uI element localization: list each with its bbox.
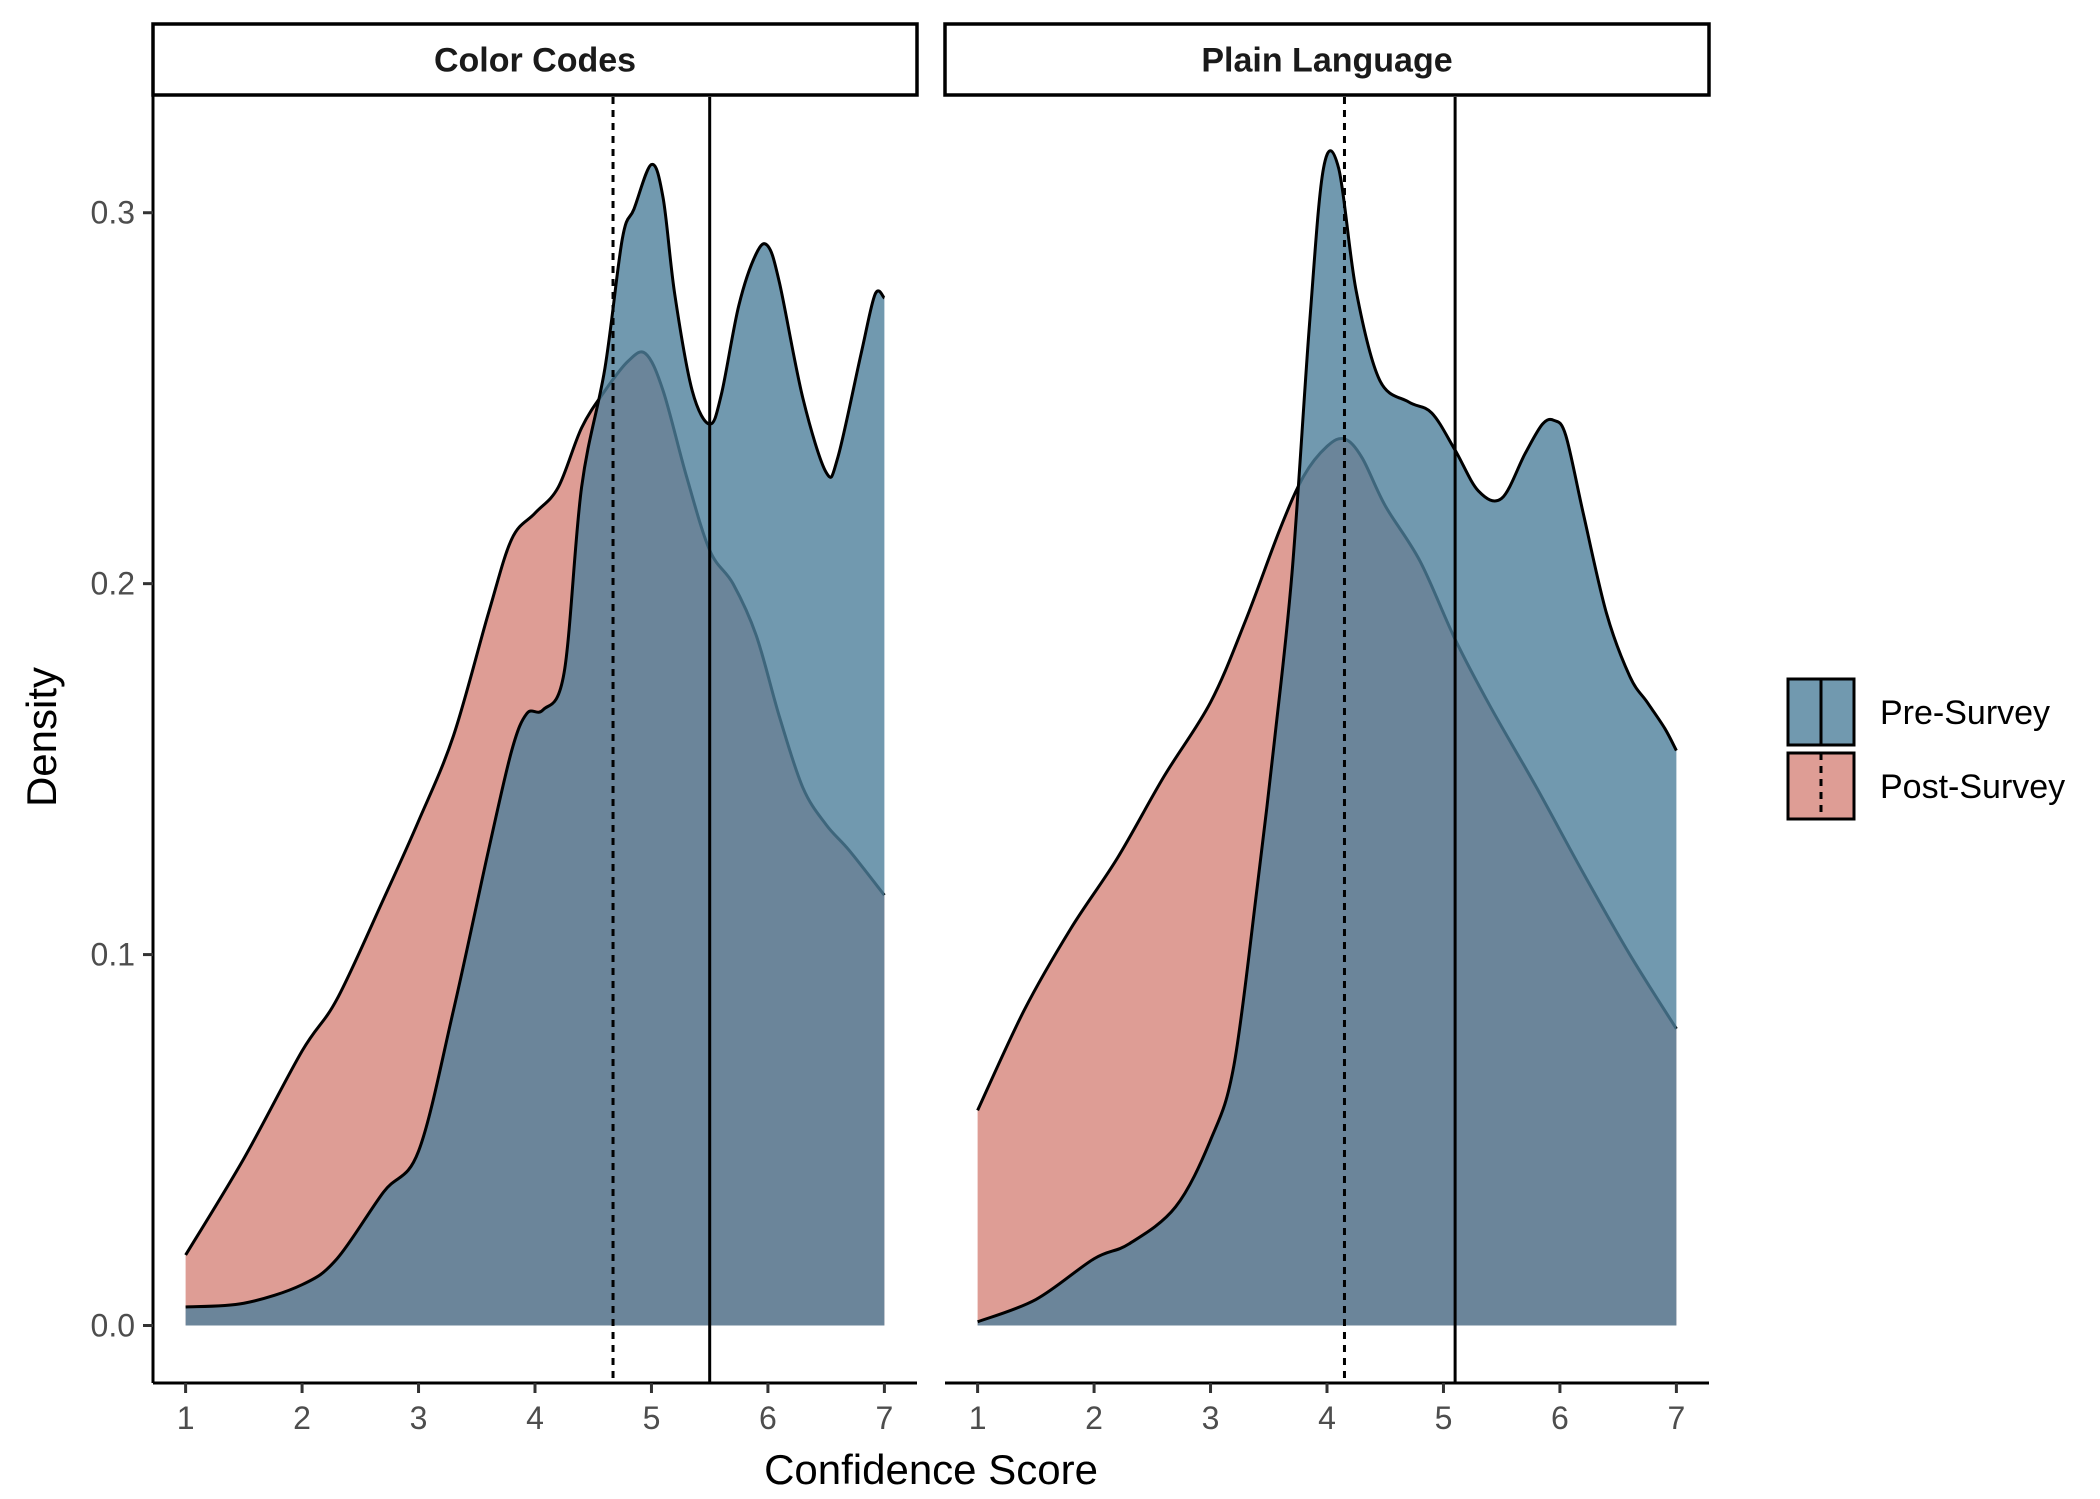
- legend-item-pre-survey: Pre-Survey: [1786, 677, 2050, 747]
- x-tick-label: 2: [293, 1400, 311, 1436]
- y-axis-title: Density: [18, 667, 65, 807]
- x-tick-label: 5: [1435, 1400, 1453, 1436]
- density-areas: [976, 149, 1678, 1326]
- legend-label: Post-Survey: [1880, 768, 2065, 806]
- legend: Pre-Survey Post-Survey: [1786, 677, 2065, 821]
- strip-box: [151, 22, 919, 97]
- x-tick-label: 7: [875, 1400, 893, 1436]
- x-tick-label: 7: [1667, 1400, 1685, 1436]
- y-tick-label: 0.0: [91, 1308, 135, 1344]
- x-tick-label: 6: [1551, 1400, 1569, 1436]
- x-tick-label: 5: [643, 1400, 661, 1436]
- panel-color-codes: Color Codes 0.0 0.1 0.2 0.3 1 2 3 4 5 6 7: [91, 22, 919, 1436]
- panel-title: Plain Language: [1201, 42, 1452, 80]
- x-tick-label: 4: [1318, 1400, 1336, 1436]
- y-tick-label: 0.1: [91, 937, 135, 973]
- panel-strip-plain-language: Plain Language: [943, 22, 1711, 97]
- x-tick-label: 3: [410, 1400, 428, 1436]
- x-tick-label: 1: [969, 1400, 987, 1436]
- x-tick-label: 6: [759, 1400, 777, 1436]
- density-areas: [184, 163, 886, 1326]
- density-outline-pre-survey: [977, 149, 1678, 1324]
- x-tick-label: 3: [1202, 1400, 1220, 1436]
- panel-title: Color Codes: [434, 42, 636, 80]
- strip-box: [943, 22, 1711, 97]
- legend-item-post-survey: Post-Survey: [1786, 751, 2065, 821]
- panel-plain-language: Plain Language 1 2 3 4 5 6 7: [943, 22, 1711, 1436]
- x-tick-label: 2: [1085, 1400, 1103, 1436]
- legend-label: Pre-Survey: [1880, 694, 2050, 732]
- density-area-pre-survey: [977, 150, 1677, 1326]
- x-tick-label: 4: [526, 1400, 544, 1436]
- x-tick-label: 1: [177, 1400, 195, 1436]
- x-axis-title: Confidence Score: [764, 1446, 1098, 1493]
- y-tick-label: 0.3: [91, 195, 135, 231]
- density-outline-pre-survey: [185, 163, 886, 1309]
- y-tick-label: 0.2: [91, 566, 135, 602]
- panel-strip-color-codes: Color Codes: [151, 22, 919, 97]
